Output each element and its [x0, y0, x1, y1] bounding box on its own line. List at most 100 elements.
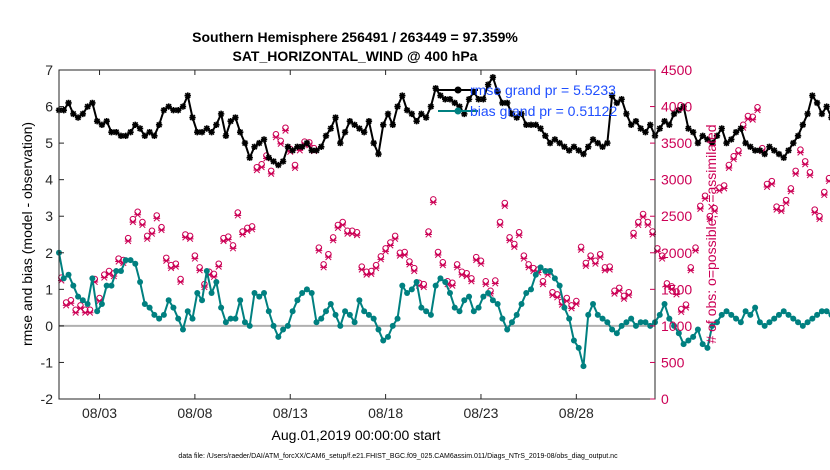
- x-tick-label: 08/13: [273, 405, 308, 421]
- obs-assimilated-point: [143, 235, 151, 243]
- bias-point: [94, 308, 101, 315]
- obs-assimilated-marker: [644, 221, 652, 229]
- obs-assimilated-point: [606, 266, 614, 273]
- rmse-point: [804, 110, 811, 118]
- obs-assimilated-point: [811, 209, 819, 216]
- rmse-point: [84, 103, 91, 110]
- obs-assimilated-marker: [787, 188, 795, 195]
- rmse-point: [318, 143, 325, 150]
- rmse-point: [256, 139, 263, 147]
- bias-point: [246, 322, 253, 329]
- obs-assimilated-marker: [434, 251, 442, 259]
- obs-assimilated-point: [673, 291, 680, 298]
- rmse-point: [618, 96, 625, 103]
- rmse-point: [422, 114, 430, 121]
- obs-assimilated-marker: [515, 232, 523, 239]
- obs-assimilated-marker: [282, 127, 289, 134]
- y-right-tick-label: 0: [661, 391, 669, 407]
- obs-assimilated-point: [553, 294, 561, 301]
- bias-point: [799, 322, 806, 329]
- bias-point: [113, 268, 120, 275]
- bias-point: [227, 315, 234, 322]
- obs-assimilated-point: [248, 226, 256, 233]
- x-axis-label: Aug.01,2019 00:00:00 start: [272, 427, 441, 443]
- obs-assimilated-marker: [177, 278, 184, 286]
- y-right-tick-label: 500: [661, 354, 685, 370]
- bias-point: [408, 286, 415, 293]
- rmse-point: [599, 143, 606, 150]
- rmse-point: [556, 139, 563, 147]
- rmse-point: [241, 139, 249, 147]
- obs-assimilated-marker: [158, 226, 165, 234]
- bias-point: [184, 308, 191, 315]
- rmse-point: [575, 147, 582, 154]
- rmse-point: [565, 147, 573, 154]
- rmse-point: [213, 121, 220, 129]
- bias-point: [165, 297, 172, 304]
- rmse-point: [418, 110, 425, 118]
- obs-assimilated-point: [453, 264, 461, 271]
- obs-assimilated-point: [730, 156, 738, 163]
- obs-assimilated-point: [377, 256, 385, 263]
- obs-assimilated-point: [820, 191, 828, 199]
- bias-point: [480, 293, 487, 300]
- bias-point: [289, 308, 296, 315]
- obs-possible-point: [682, 301, 690, 308]
- obs-assimilated-point: [367, 270, 375, 278]
- rmse-point: [790, 139, 797, 147]
- obs-assimilated-point: [587, 255, 595, 262]
- bias-point: [718, 311, 725, 318]
- obs-assimilated-marker: [377, 256, 385, 263]
- rmse-point: [503, 99, 511, 107]
- obs-assimilated-marker: [620, 295, 628, 302]
- obs-assimilated-point: [768, 180, 776, 188]
- obs-assimilated-marker: [215, 263, 223, 270]
- rmse-point: [813, 99, 821, 107]
- obs-assimilated-point: [162, 257, 170, 264]
- obs-assimilated-marker: [258, 164, 266, 171]
- bias-point: [637, 319, 644, 326]
- obs-assimilated-marker: [797, 149, 804, 156]
- obs-assimilated-marker: [806, 172, 814, 179]
- rmse-point: [265, 154, 272, 161]
- bias-point: [294, 297, 301, 304]
- bias-point: [518, 300, 525, 307]
- obs-assimilated-marker: [477, 260, 485, 267]
- bias-point: [303, 286, 310, 293]
- x-tick-label: 08/03: [82, 405, 117, 421]
- rmse-point: [122, 132, 129, 139]
- bias-point: [275, 333, 282, 340]
- obs-assimilated-marker: [615, 287, 623, 294]
- rmse-point: [756, 147, 764, 154]
- rmse-point: [370, 139, 377, 147]
- rmse-point: [513, 114, 520, 121]
- rmse-point: [365, 117, 373, 125]
- rmse-point: [341, 128, 349, 136]
- obs-assimilated-point: [177, 278, 184, 286]
- bias-point: [308, 289, 315, 296]
- bias-point: [537, 264, 544, 271]
- rmse-point: [627, 121, 635, 129]
- rmse-point: [113, 128, 120, 136]
- bias-point: [208, 289, 215, 296]
- obs-assimilated-point: [320, 264, 328, 271]
- y-right-tick-label: 3000: [661, 172, 692, 188]
- obs-assimilated-point: [282, 127, 289, 134]
- rmse-point: [785, 147, 792, 154]
- bias-point: [437, 275, 444, 282]
- obs-assimilated-point: [358, 266, 366, 273]
- obs-assimilated-point: [577, 246, 585, 254]
- obs-assimilated-point: [806, 172, 814, 179]
- bias-point: [399, 282, 406, 289]
- rmse-point: [713, 132, 721, 139]
- obs-assimilated-marker: [448, 282, 456, 289]
- obs-possible-point: [787, 185, 795, 192]
- y-right-tick-label: 1500: [661, 281, 692, 297]
- obs-assimilated-marker: [506, 237, 513, 244]
- rmse-point: [394, 103, 401, 110]
- obs-assimilated-marker: [711, 207, 718, 215]
- rmse-point: [451, 99, 458, 107]
- bias-point: [728, 311, 735, 318]
- obs-assimilated-marker: [239, 231, 246, 238]
